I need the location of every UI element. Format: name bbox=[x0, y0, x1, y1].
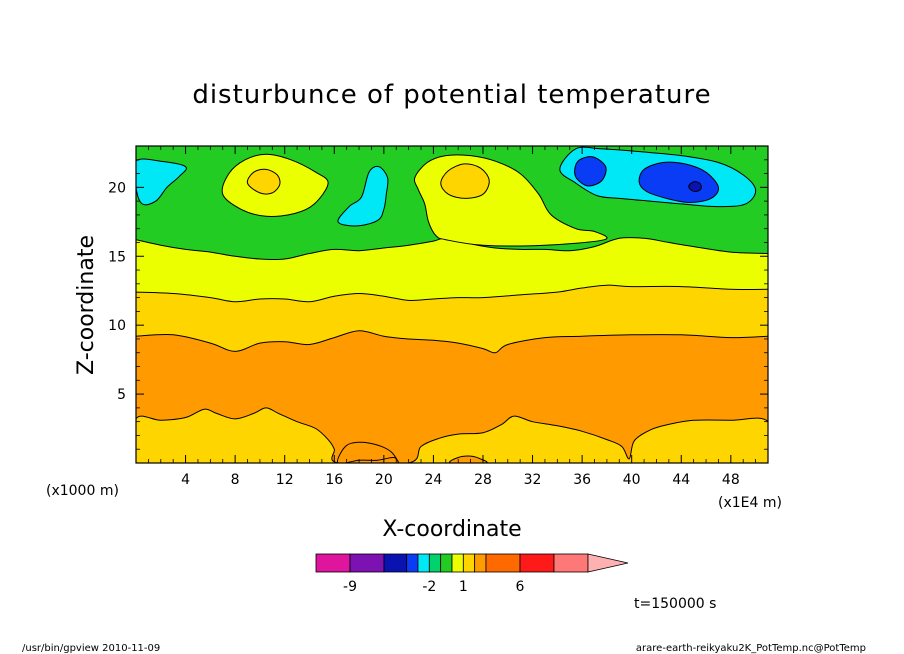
footer-right: arare-earth-reikyaku2K_PotTemp.nc@PotTem… bbox=[636, 643, 866, 654]
x-tick-label: 16 bbox=[325, 472, 343, 488]
y-tick-label: 5 bbox=[117, 387, 126, 403]
colorbar-swatch bbox=[474, 553, 487, 573]
colorbar-swatch bbox=[417, 553, 430, 573]
colorbar-swatch bbox=[451, 553, 464, 573]
y-axis-label: Z-coordinate bbox=[74, 235, 99, 375]
x-tick-label: 40 bbox=[623, 472, 641, 488]
x-tick-label: 36 bbox=[573, 472, 591, 488]
time-label: t=150000 s bbox=[634, 596, 716, 612]
x-tick-label: 32 bbox=[524, 472, 542, 488]
x-unit-right: (x1E4 m) bbox=[718, 495, 782, 511]
x-tick-label: 4 bbox=[181, 472, 190, 488]
region-cyan-finger bbox=[337, 165, 389, 227]
y-tick-label: 10 bbox=[108, 318, 126, 334]
region-blue-large bbox=[638, 161, 720, 204]
x-axis-ticks: 4 8 12 16 20 24 28 32 36 40 44 48 bbox=[147, 146, 757, 488]
colorbar-swatch bbox=[349, 553, 385, 573]
contour-bands bbox=[136, 237, 768, 463]
contour-yellow-upper bbox=[136, 237, 768, 261]
y-tick-label: 15 bbox=[108, 249, 126, 265]
footer-left: /usr/bin/gpview 2010-11-09 bbox=[22, 643, 160, 654]
colorbar-arrow bbox=[587, 553, 629, 573]
region-cyan-left-edge bbox=[136, 158, 187, 206]
x-axis-label: X-coordinate bbox=[382, 517, 521, 542]
colorbar-labels: -9 -2 1 6 bbox=[343, 579, 525, 595]
x-tick-label: 24 bbox=[424, 472, 442, 488]
y-tick-label: 20 bbox=[108, 180, 126, 196]
colorbar-label: -9 bbox=[343, 579, 357, 595]
colorbar-swatch bbox=[519, 553, 555, 573]
x-tick-label: 20 bbox=[375, 472, 393, 488]
x-tick-label: 48 bbox=[722, 472, 740, 488]
y-axis-ticks: 5 10 15 20 bbox=[108, 159, 768, 450]
colorbar-swatch bbox=[485, 553, 521, 573]
x-tick-label: 12 bbox=[276, 472, 294, 488]
x-tick-label: 8 bbox=[231, 472, 240, 488]
colorbar-swatch bbox=[462, 553, 476, 573]
x-tick-label: 28 bbox=[474, 472, 492, 488]
region-orange-bottom-mid-pocket bbox=[449, 455, 488, 463]
colorbar-label: 6 bbox=[516, 579, 525, 595]
colorbar-swatch bbox=[553, 553, 589, 573]
x-unit-left: (x1000 m) bbox=[46, 483, 119, 499]
x-tick-label: 44 bbox=[672, 472, 690, 488]
region-blue-small bbox=[574, 156, 607, 187]
region-gold-left-spot bbox=[246, 168, 281, 195]
plot-frame bbox=[135, 145, 769, 464]
chart-title: disturbunce of potential temperature bbox=[192, 80, 711, 110]
colorbar-swatch bbox=[383, 553, 408, 573]
region-navy-spot bbox=[688, 181, 702, 193]
contour-regions bbox=[136, 146, 768, 463]
plot-area bbox=[136, 146, 768, 463]
colorbar-swatch bbox=[440, 553, 453, 573]
colorbar-swatch bbox=[428, 553, 442, 573]
colorbar-swatch bbox=[315, 553, 351, 573]
region-gold-bottom bbox=[136, 407, 768, 463]
colorbar-swatch bbox=[406, 553, 419, 573]
colorbar-label: -2 bbox=[422, 579, 436, 595]
colorbar-label: 1 bbox=[459, 579, 468, 595]
region-gold-center-spot bbox=[440, 163, 490, 199]
colorbar bbox=[315, 553, 629, 573]
contour-gold-middle bbox=[136, 284, 768, 303]
contour-orange-lower bbox=[136, 330, 768, 354]
